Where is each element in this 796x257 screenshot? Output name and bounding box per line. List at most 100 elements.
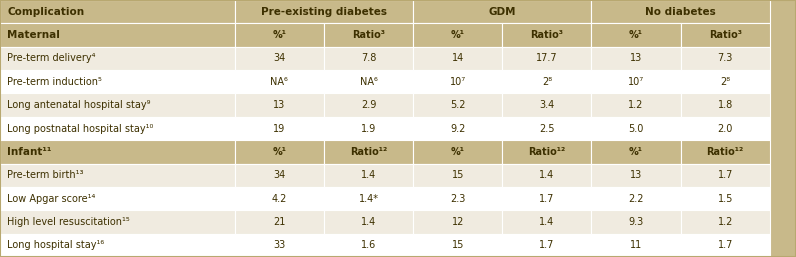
Bar [591,23,681,47]
Text: 1.4: 1.4 [361,217,377,227]
Text: 15: 15 [451,240,464,250]
Text: 7.8: 7.8 [361,53,377,63]
Bar [502,94,591,117]
Text: 10⁷: 10⁷ [450,77,466,87]
Bar [0,47,235,70]
Bar [0,117,235,140]
Bar [591,47,681,70]
Bar [324,140,413,163]
Text: 13: 13 [630,170,642,180]
Text: 11: 11 [630,240,642,250]
Text: 14: 14 [451,53,464,63]
Text: 1.4: 1.4 [539,217,555,227]
Text: Ratio³: Ratio³ [530,30,564,40]
Bar [591,70,681,94]
Text: 17.7: 17.7 [536,53,558,63]
Text: 15: 15 [451,170,464,180]
Bar [591,187,681,210]
Bar [235,234,324,257]
Bar [0,0,235,23]
Bar [591,94,681,117]
Text: 13: 13 [273,100,286,110]
Text: 34: 34 [273,170,286,180]
Bar [502,187,591,210]
Text: 9.2: 9.2 [450,124,466,133]
Bar [681,210,770,234]
Text: 1.2: 1.2 [628,100,644,110]
Text: Low Apgar score¹⁴: Low Apgar score¹⁴ [7,194,96,204]
Text: 1.4*: 1.4* [358,194,379,204]
Text: No diabetes: No diabetes [646,7,716,17]
Bar [502,47,591,70]
Bar [324,23,413,47]
Text: Pre-term birth¹³: Pre-term birth¹³ [7,170,84,180]
Text: Infant¹¹: Infant¹¹ [7,147,52,157]
Text: Maternal: Maternal [7,30,60,40]
Bar [0,23,235,47]
Text: 34: 34 [273,53,286,63]
Bar [413,163,502,187]
Text: %¹: %¹ [451,147,465,157]
Bar [235,210,324,234]
Text: Long hospital stay¹⁶: Long hospital stay¹⁶ [7,240,104,250]
Bar [235,163,324,187]
Bar [681,163,770,187]
Text: 10⁷: 10⁷ [628,77,644,87]
Bar [413,23,502,47]
Bar [502,23,591,47]
Bar [235,94,324,117]
Text: %¹: %¹ [629,30,643,40]
Text: 4.2: 4.2 [271,194,287,204]
Text: 12: 12 [451,217,464,227]
Text: 1.4: 1.4 [539,170,555,180]
Bar [324,47,413,70]
Text: %¹: %¹ [272,30,287,40]
Text: 3.4: 3.4 [539,100,555,110]
Bar [413,140,502,163]
Bar [235,47,324,70]
Text: 1.7: 1.7 [717,240,733,250]
Bar [0,210,235,234]
Bar [0,234,235,257]
Bar [502,163,591,187]
Bar [0,70,235,94]
Text: 2⁸: 2⁸ [542,77,552,87]
Bar [681,117,770,140]
Bar [591,210,681,234]
Text: 2.3: 2.3 [450,194,466,204]
Bar [681,70,770,94]
Text: Ratio³: Ratio³ [708,30,742,40]
Text: 1.7: 1.7 [717,170,733,180]
Text: 2.2: 2.2 [628,194,644,204]
Bar [235,117,324,140]
Bar [0,94,235,117]
Bar [413,94,502,117]
Bar [413,117,502,140]
Text: 1.4: 1.4 [361,170,377,180]
Bar [324,210,413,234]
Text: 33: 33 [273,240,286,250]
Text: 2⁸: 2⁸ [720,77,730,87]
Bar [681,94,770,117]
Text: High level resuscitation¹⁵: High level resuscitation¹⁵ [7,217,130,227]
Text: Pre-term delivery⁴: Pre-term delivery⁴ [7,53,96,63]
Bar [502,234,591,257]
Bar [235,0,413,23]
Bar [324,234,413,257]
Text: Long postnatal hospital stay¹⁰: Long postnatal hospital stay¹⁰ [7,124,154,133]
Text: 2.0: 2.0 [717,124,733,133]
Text: Ratio³: Ratio³ [352,30,385,40]
Bar [235,187,324,210]
Text: 19: 19 [273,124,286,133]
Bar [324,94,413,117]
Text: 5.2: 5.2 [450,100,466,110]
Text: Pre-term induction⁵: Pre-term induction⁵ [7,77,102,87]
Bar [235,70,324,94]
Bar [235,23,324,47]
Bar [413,47,502,70]
Bar [413,70,502,94]
Bar [591,140,681,163]
Bar [413,187,502,210]
Text: 1.9: 1.9 [361,124,377,133]
Bar [413,234,502,257]
